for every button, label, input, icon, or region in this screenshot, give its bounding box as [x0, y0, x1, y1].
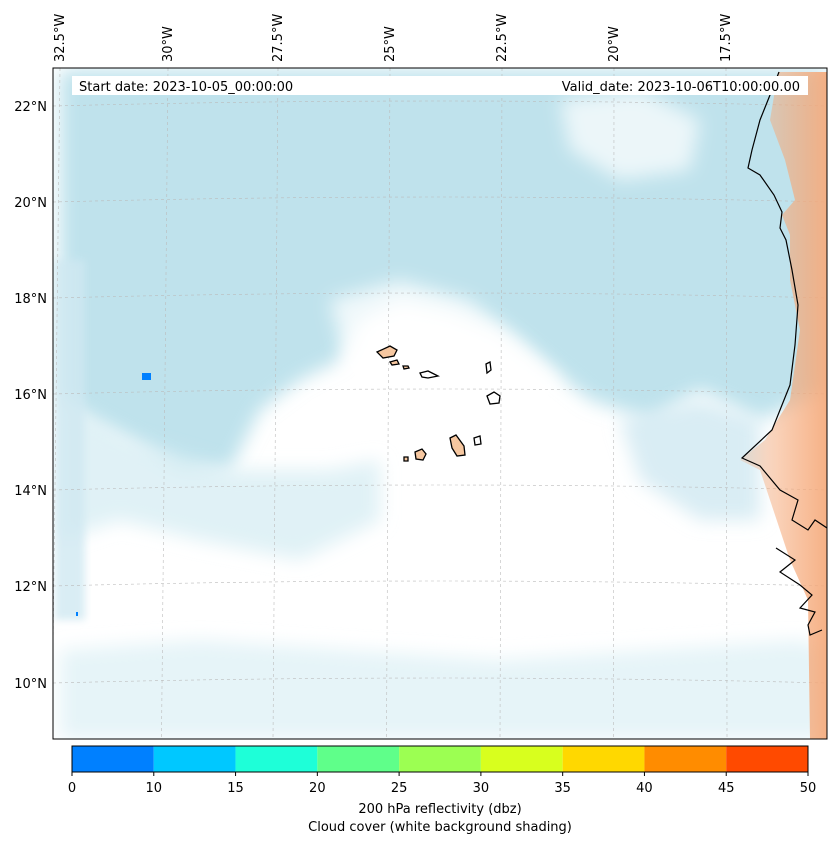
parallel-line — [53, 677, 827, 684]
longitude-tick-label: 22.5°W — [495, 14, 510, 62]
parallel-line — [53, 388, 827, 395]
colorbar-frame — [71, 745, 809, 773]
cloud-east-coast — [620, 400, 760, 520]
colorbar-tick-label: 10 — [146, 781, 163, 796]
colorbar-bin — [317, 746, 400, 772]
map-frame — [52, 67, 828, 740]
colorbar-tick-label: 15 — [227, 781, 244, 796]
island-santiago — [449, 434, 466, 457]
longitude-tick-label: 25°W — [383, 26, 398, 62]
longitude-tick-label: 32.5°W — [53, 14, 68, 62]
island-brava — [403, 456, 409, 462]
latitude-tick-label: 18°N — [14, 292, 47, 307]
parallel-line — [53, 100, 827, 107]
date-banner — [72, 76, 808, 95]
longitude-tick-label: 27.5°W — [271, 14, 286, 62]
island-sal — [485, 361, 492, 375]
latitude-tick-label: 20°N — [14, 196, 47, 211]
valid-date-label: Valid_date: 2023-10-06T10:00:00.00 — [562, 80, 800, 95]
colorbar-bin — [235, 746, 318, 772]
colorbar-tick-label: 40 — [636, 781, 653, 796]
reflectivity-echo-southwest — [76, 612, 78, 616]
cloud-cover-shading — [55, 70, 827, 739]
cloud-band-south — [60, 400, 380, 560]
meridian-line — [161, 68, 169, 739]
colorbar-tick-label: 30 — [473, 781, 490, 796]
colorbar-bin — [480, 746, 563, 772]
meridian-line — [725, 68, 728, 739]
island-boa-vista — [486, 391, 501, 405]
parallel-line — [53, 292, 827, 299]
colorbar-tick-label: 25 — [391, 781, 408, 796]
africa-land-shading — [740, 72, 827, 739]
island-sao-vicente — [388, 359, 400, 366]
longitude-tick-label: 30°W — [161, 26, 176, 62]
island-maio — [473, 435, 482, 446]
colorbar-label-line1: 200 hPa reflectivity (dbz) — [358, 802, 521, 817]
colorbar-bin — [644, 746, 727, 772]
latitude-tick-label: 14°N — [14, 484, 47, 499]
meridian-line — [499, 68, 503, 739]
reflectivity-echo-west — [142, 373, 151, 380]
island-santo-antao — [375, 345, 398, 359]
meridian-line — [386, 68, 391, 739]
cloud-clear-patch — [330, 280, 560, 420]
cloud-band-bottom — [60, 640, 827, 739]
parallel-line — [53, 196, 827, 203]
cape-verde-islands — [375, 345, 501, 462]
colorbar-bin — [399, 746, 481, 772]
parallel-line — [53, 580, 827, 587]
latitude-tick-label: 10°N — [14, 677, 47, 692]
colorbar: 0 10 15 20 25 30 35 40 45 50 — [68, 745, 817, 796]
parallel-line — [53, 484, 827, 491]
colorbar-tick-label: 50 — [800, 781, 817, 796]
meridian-line — [272, 68, 279, 739]
meridian-line — [613, 68, 615, 739]
cloud-clear-east — [560, 90, 700, 180]
colorbar-tick-label: 20 — [309, 781, 326, 796]
africa-coastline-south — [775, 547, 823, 636]
africa-coastline — [740, 71, 827, 531]
latitude-labels: 22°N 20°N 18°N 16°N 14°N 12°N 10°N — [14, 100, 47, 692]
longitude-tick-label: 17.5°W — [719, 14, 734, 62]
island-santa-luzia — [402, 365, 410, 370]
colorbar-bin — [562, 746, 645, 772]
longitude-labels: 32.5°W 30°W 27.5°W 25°W 22.5°W 20°W 17.5°W — [53, 14, 734, 62]
island-fogo — [414, 448, 427, 461]
colorbar-bin — [72, 746, 154, 772]
latitude-tick-label: 12°N — [14, 580, 47, 595]
cloud-left-edge — [55, 260, 85, 620]
colorbar-tick-label: 0 — [68, 781, 76, 796]
island-sao-nicolau — [419, 370, 440, 379]
colorbar-bin — [726, 746, 808, 772]
start-date-label: Start date: 2023-10-05_00:00:00 — [79, 80, 293, 95]
map-panel — [53, 68, 827, 739]
colorbar-tick-label: 35 — [554, 781, 571, 796]
colorbar-label-line2: Cloud cover (white background shading) — [308, 820, 572, 835]
latitude-tick-label: 22°N — [14, 100, 47, 115]
colorbar-tick-label: 45 — [718, 781, 735, 796]
colorbar-bin — [153, 746, 236, 772]
latitude-tick-label: 16°N — [14, 388, 47, 403]
longitude-tick-label: 20°W — [607, 26, 622, 62]
